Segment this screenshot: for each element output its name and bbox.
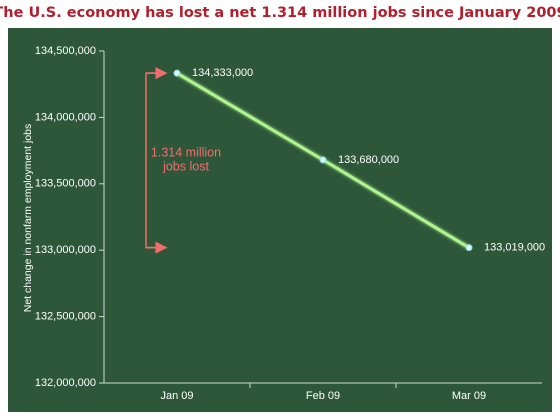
annotation: 1.314 million (151, 146, 221, 160)
y-tick-label: 133,500,000 (35, 178, 96, 190)
x-tick-label: Mar 09 (452, 390, 486, 402)
data-point (465, 244, 473, 252)
chart-title: The U.S. economy has lost a net 1.314 mi… (0, 5, 560, 21)
x-tick-label: Jan 09 (160, 390, 193, 402)
chart-background (8, 28, 552, 412)
data-point (173, 69, 181, 77)
y-axis-label: Net change in nonfarm employment jobs (22, 124, 34, 313)
data-label: 133,680,000 (338, 154, 399, 166)
y-tick-label: 134,500,000 (35, 45, 96, 57)
data-label: 134,333,000 (192, 67, 253, 79)
data-label: 133,019,000 (484, 242, 545, 254)
y-tick-label: 134,000,000 (35, 111, 96, 123)
y-tick-label: 132,000,000 (35, 377, 96, 389)
x-tick-label: Feb 09 (306, 390, 340, 402)
y-tick-label: 132,500,000 (35, 311, 96, 323)
y-tick-label: 133,000,000 (35, 244, 96, 256)
annotation: jobs lost (162, 160, 209, 174)
data-point (319, 156, 327, 164)
